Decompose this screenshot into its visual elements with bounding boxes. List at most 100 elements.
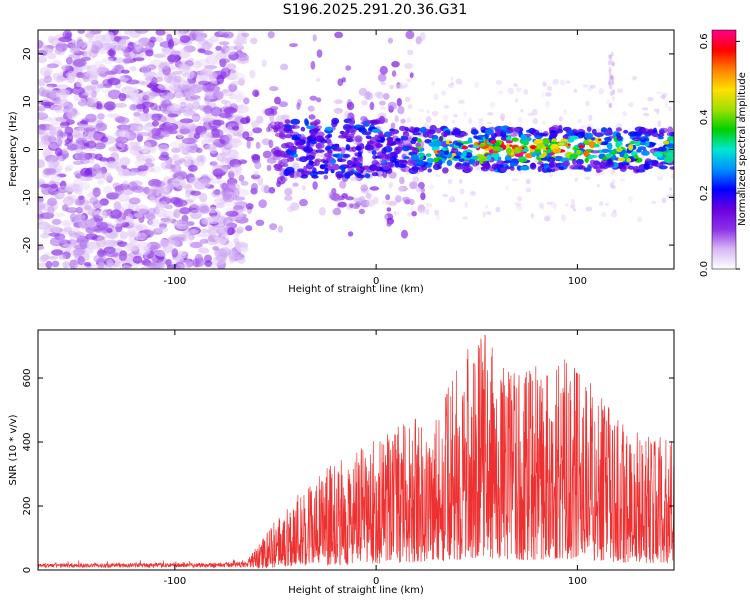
- spectrogram-cell: [463, 111, 467, 117]
- spectrogram-cell: [269, 113, 275, 122]
- spectrogram-cell: [75, 137, 88, 145]
- spectrogram-cell: [115, 224, 123, 233]
- spectrogram-cell: [643, 163, 650, 170]
- spectrogram-cell: [199, 238, 209, 244]
- spectrogram-cell: [286, 206, 295, 213]
- spectrogram-cell: [566, 129, 574, 135]
- spectrogram-cell: [145, 49, 154, 57]
- spectrogram-cell: [560, 79, 566, 86]
- spectrogram-cell: [166, 75, 173, 84]
- spectrogram-cell: [443, 150, 450, 155]
- spectrogram-cell: [464, 163, 470, 167]
- spectrogram-cell: [458, 80, 463, 85]
- spectrogram-cell: [274, 96, 281, 105]
- spectrogram-cell: [233, 205, 245, 211]
- spectrogram-cell: [596, 167, 601, 174]
- y-tick-label: 0: [22, 567, 33, 573]
- spectrogram-cell: [511, 137, 519, 142]
- spectrogram-cell: [443, 114, 449, 122]
- spectrogram-cell: [189, 241, 203, 249]
- spectrogram-cell: [433, 93, 439, 101]
- spectrogram-cell: [46, 63, 59, 69]
- spectrogram-cell: [450, 81, 454, 86]
- spectrogram-cell: [426, 157, 434, 164]
- spectrogram-cell: [106, 258, 114, 269]
- spectrogram-cell: [584, 157, 589, 163]
- spectrogram-cell: [601, 211, 607, 218]
- spectrogram-cell: [54, 47, 64, 54]
- spectrogram-cell: [110, 209, 122, 219]
- spectrogram-cell: [569, 135, 579, 140]
- spectrogram-cell: [464, 201, 468, 208]
- spectrogram-cell: [611, 80, 615, 86]
- spectrogram-cell: [108, 146, 119, 152]
- spectrogram-cell: [105, 252, 119, 258]
- spectrogram-cell: [409, 146, 416, 151]
- spectrogram-cell: [403, 156, 410, 160]
- spectrogram-cell: [358, 127, 368, 133]
- spectrogram-cell: [159, 200, 168, 207]
- spectrogram-cell: [482, 161, 489, 166]
- spectrogram-cell: [66, 133, 74, 143]
- spectrogram-cell: [609, 74, 613, 80]
- spectrogram-cell: [527, 112, 535, 117]
- spectrogram-cell: [630, 140, 636, 145]
- spectrogram-cell: [279, 131, 286, 138]
- spectrogram-cell: [212, 168, 224, 178]
- spectrogram-cell: [341, 193, 349, 199]
- spectrogram-cell: [331, 143, 340, 147]
- spectrogram-cell: [114, 102, 127, 108]
- spectrogram-cell: [610, 51, 614, 57]
- spectrogram-cell: [671, 173, 674, 179]
- spectrogram-cell: [133, 212, 144, 218]
- spectrogram-cell: [348, 128, 358, 133]
- spectrogram-cell: [557, 142, 566, 146]
- spectrogram-cell: [495, 141, 500, 148]
- spectrogram-cell: [316, 49, 323, 58]
- spectrogram-cell: [281, 143, 290, 149]
- spectrogram-cell: [100, 136, 109, 143]
- spectrogram-cell: [180, 79, 188, 85]
- spectrogram-cell: [47, 225, 56, 233]
- spectrogram-cell: [420, 192, 426, 201]
- spectrogram-cell: [589, 159, 596, 165]
- spectrogram-cell: [520, 109, 524, 113]
- spectrogram-cell: [93, 254, 107, 264]
- spectrogram-cell: [378, 175, 383, 180]
- spectrogram-cell: [237, 209, 244, 215]
- spectrogram-cell: [622, 110, 627, 117]
- spectrogram-cell: [617, 157, 626, 162]
- spectrogram-cell: [81, 181, 91, 191]
- spectrogram-cell: [85, 113, 97, 123]
- spectrogram-cell: [515, 98, 519, 103]
- spectrogram-cell: [243, 97, 250, 105]
- spectrogram-cell: [126, 170, 140, 176]
- spectrogram-cell: [377, 171, 384, 175]
- spectrogram-cell: [662, 140, 670, 145]
- spectrogram-cell: [151, 113, 162, 121]
- spectrogram-cell: [172, 178, 182, 187]
- spectrogram-cell: [97, 179, 105, 185]
- spectrogram-cell: [572, 158, 577, 165]
- spectrogram-cell: [229, 69, 238, 78]
- spectrogram-cell: [379, 153, 386, 158]
- spectrogram-cell: [669, 166, 674, 170]
- spectrogram-cell: [91, 83, 99, 90]
- spectrogram-cell: [397, 106, 405, 115]
- spectrogram-cell: [433, 140, 442, 148]
- spectrogram-cell: [173, 90, 183, 99]
- spectrogram-cell: [517, 196, 522, 202]
- spectrogram-cell: [88, 157, 95, 164]
- spectrogram-cell: [84, 204, 92, 211]
- spectrogram-cell: [608, 54, 612, 60]
- spectrogram-cell: [458, 158, 465, 163]
- spectrogram-cell: [585, 100, 590, 107]
- spectrogram-cell: [95, 101, 103, 110]
- spectrogram-cell: [119, 156, 131, 167]
- spectrogram-cell: [365, 135, 372, 140]
- spectrogram-cell: [653, 132, 658, 137]
- spectrogram-cell: [451, 130, 458, 136]
- spectrogram-cell: [465, 152, 473, 159]
- spectrogram-cell: [317, 152, 325, 158]
- spectrogram-cell: [609, 91, 613, 97]
